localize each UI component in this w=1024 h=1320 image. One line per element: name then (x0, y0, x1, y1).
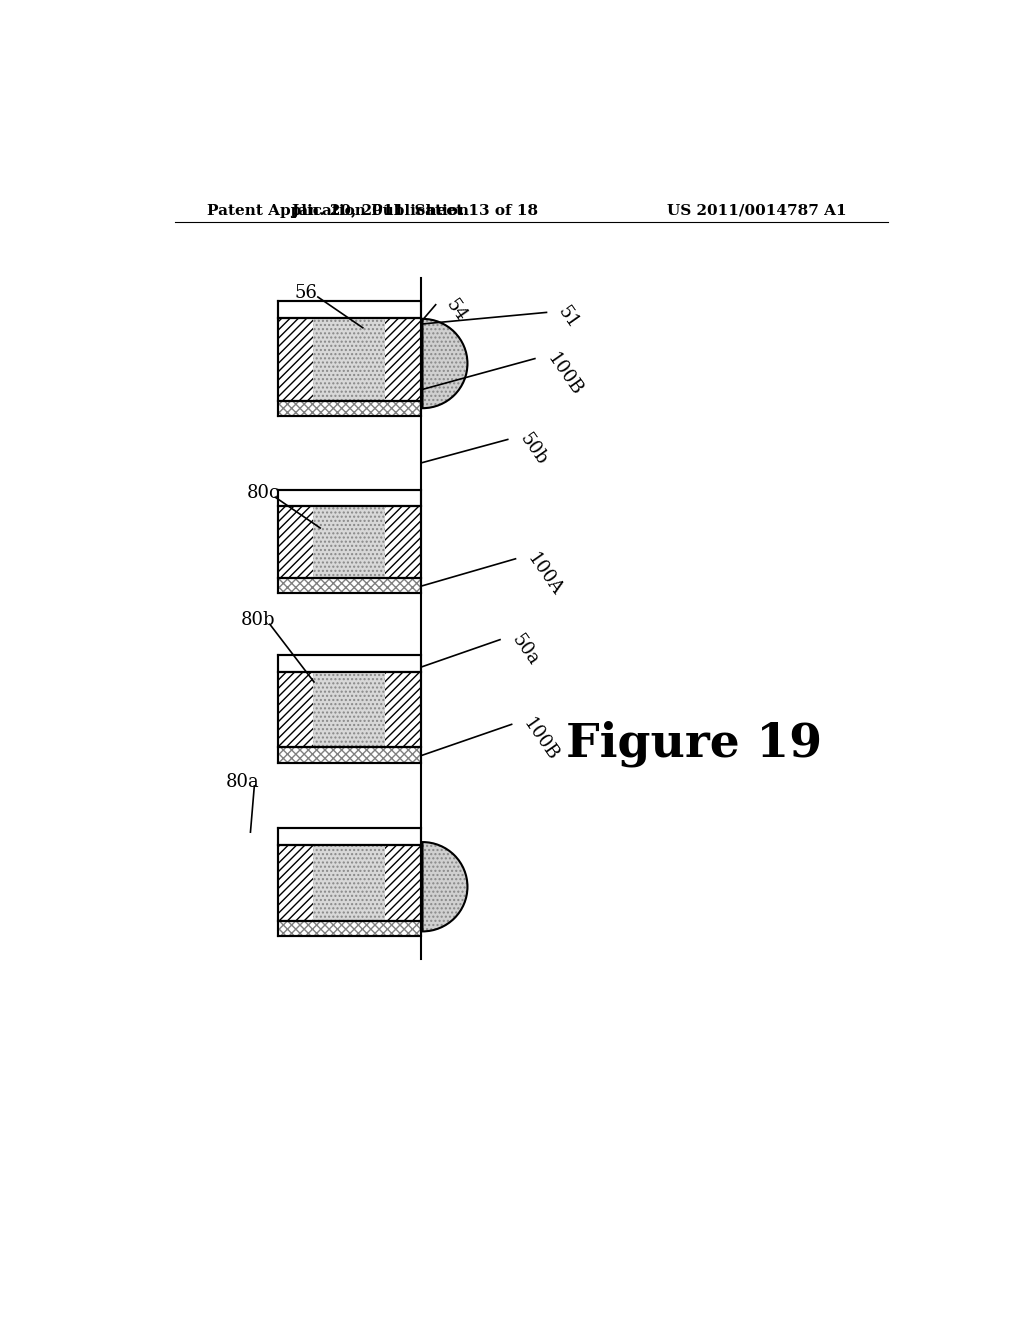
Bar (278, 829, 421, 845)
Text: Jan. 20, 2011  Sheet 13 of 18: Jan. 20, 2011 Sheet 13 of 18 (291, 203, 539, 218)
Bar (278, 301, 421, 318)
Text: 51: 51 (555, 304, 583, 333)
Bar (278, 921, 421, 936)
Text: Patent Application Publication: Patent Application Publication (207, 203, 469, 218)
Bar (385, 845, 421, 921)
Bar (278, 672, 313, 747)
Bar (278, 845, 313, 921)
Text: 56: 56 (295, 284, 317, 302)
Polygon shape (423, 319, 467, 408)
Text: 80b: 80b (241, 611, 275, 630)
Bar (278, 655, 421, 672)
Polygon shape (423, 842, 467, 932)
Text: Figure 19: Figure 19 (565, 721, 822, 767)
Text: 50a: 50a (508, 631, 542, 668)
Bar (313, 845, 385, 921)
Text: 80a: 80a (226, 774, 259, 791)
Bar (385, 318, 421, 401)
Bar (278, 747, 421, 763)
Bar (313, 507, 385, 578)
Bar (278, 921, 421, 936)
Bar (278, 578, 421, 594)
Text: 100A: 100A (523, 550, 565, 599)
Text: 54: 54 (442, 296, 470, 325)
Bar (385, 507, 421, 578)
Bar (278, 318, 421, 401)
Bar (278, 318, 313, 401)
Text: 80c: 80c (247, 484, 281, 503)
Bar (278, 490, 421, 507)
Text: 100B: 100B (520, 715, 562, 764)
Wedge shape (423, 842, 467, 932)
Bar (278, 507, 421, 578)
Bar (278, 672, 421, 747)
Text: US 2011/0014787 A1: US 2011/0014787 A1 (667, 203, 846, 218)
Bar (278, 747, 421, 763)
Bar (278, 401, 421, 416)
Bar (278, 845, 421, 921)
Bar (385, 672, 421, 747)
Bar (278, 401, 421, 416)
Bar (278, 578, 421, 594)
Bar (278, 507, 313, 578)
Text: 100B: 100B (543, 350, 585, 399)
Wedge shape (423, 319, 467, 408)
Text: 50b: 50b (516, 430, 550, 469)
Bar (313, 672, 385, 747)
Bar (313, 318, 385, 401)
